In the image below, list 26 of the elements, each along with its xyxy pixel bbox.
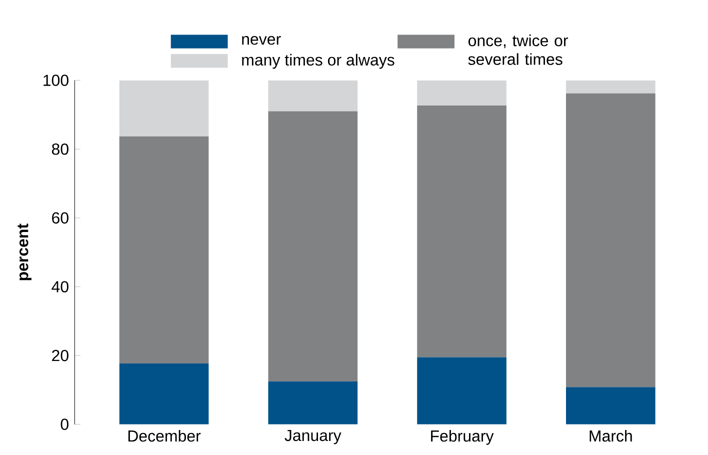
y-axis-title: percent (18, 224, 32, 280)
x-tick-label: January (284, 430, 342, 444)
bar (417, 357, 506, 424)
y-tick-label: 0 (60, 418, 68, 430)
x-tick-label: December (128, 430, 201, 442)
bar (566, 93, 656, 388)
bar (417, 105, 506, 358)
bar (119, 363, 209, 424)
legend-label: many times or always (242, 54, 394, 69)
y-tick-label: 20 (52, 350, 68, 362)
y-tick-label: 60 (52, 212, 68, 224)
y-tick-label: 100 (44, 74, 68, 86)
x-tick-label: February (431, 430, 494, 445)
bar (566, 387, 656, 424)
bar (566, 80, 656, 94)
bar (268, 111, 358, 382)
bar (268, 80, 358, 112)
bar (417, 80, 506, 106)
bar (119, 80, 209, 136)
legend-label: never (242, 36, 281, 45)
bar (268, 381, 358, 424)
y-tick-label: 40 (52, 281, 68, 292)
x-tick-label: March (590, 430, 632, 442)
y-tick-label: 80 (52, 143, 68, 155)
legend-label: once, twice or several times (468, 34, 568, 65)
bar (119, 136, 209, 364)
